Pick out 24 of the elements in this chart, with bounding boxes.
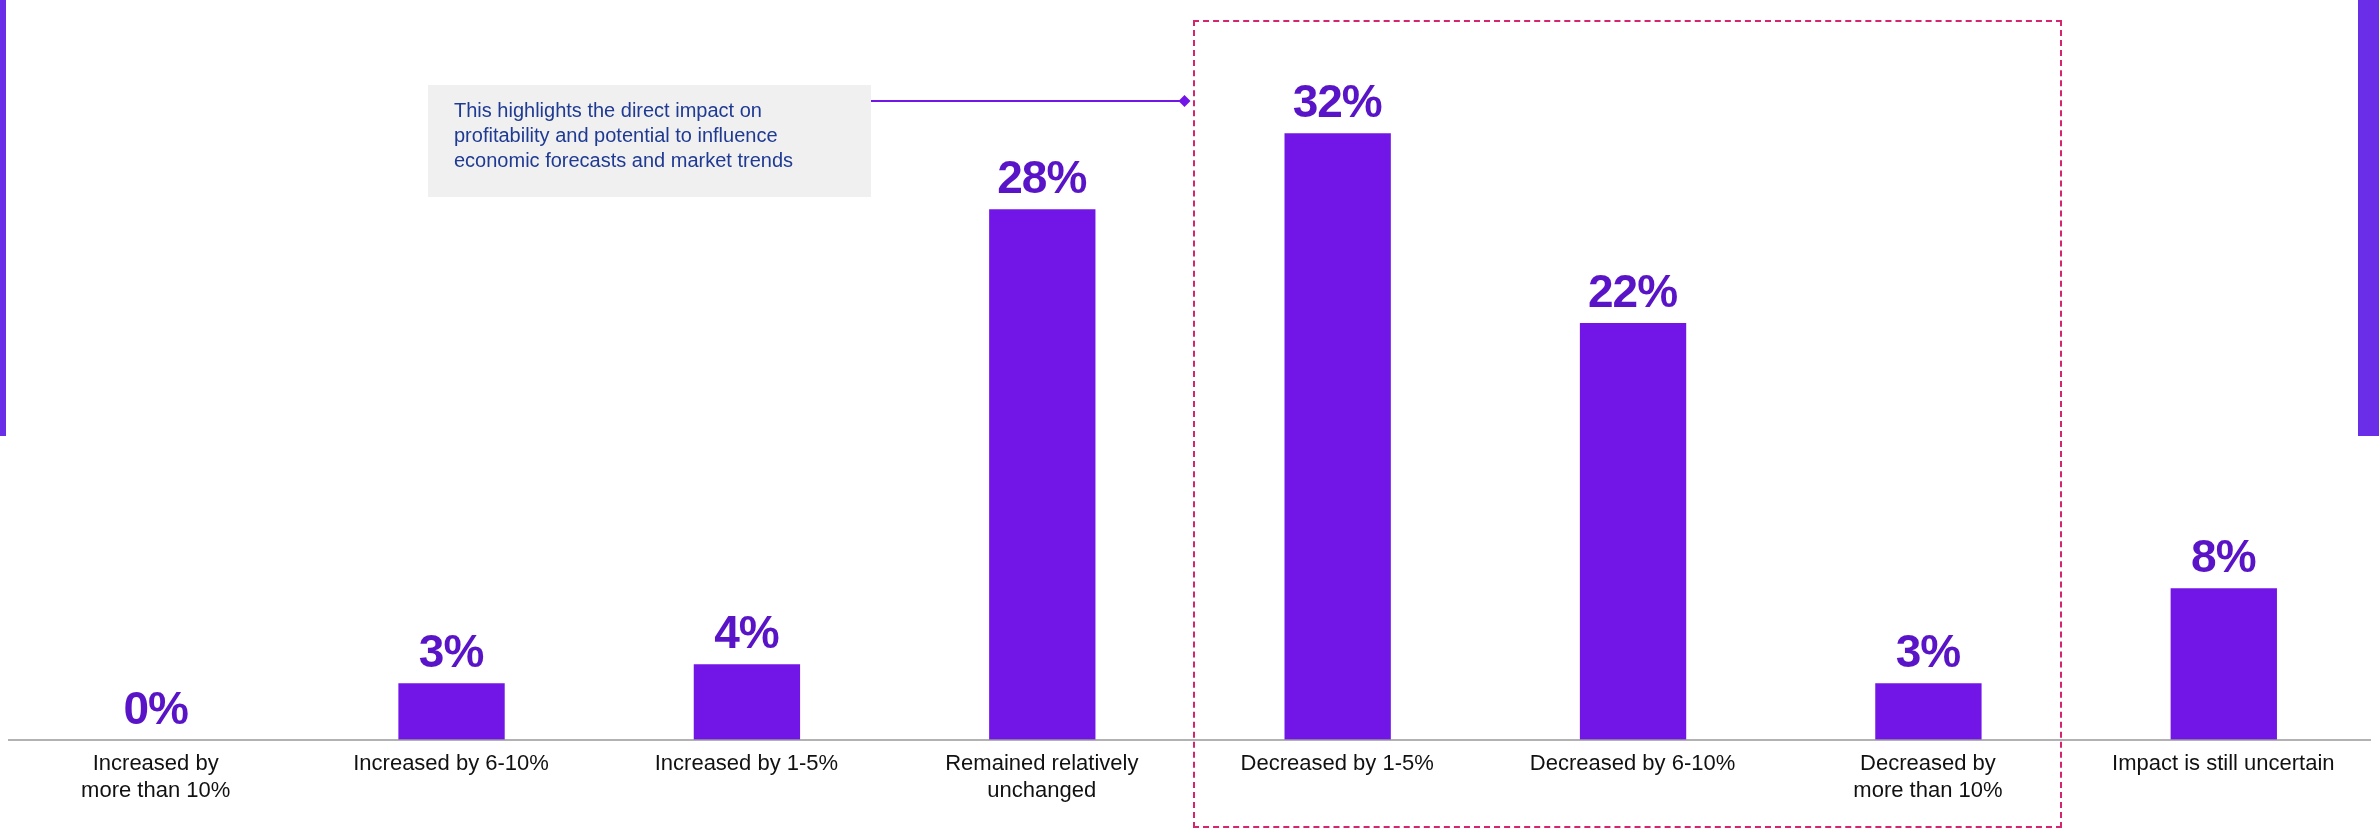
data-label: 8% bbox=[2191, 530, 2256, 583]
data-label: 0% bbox=[123, 682, 189, 734]
bar bbox=[1579, 322, 1687, 740]
x-tick-label: Increased by 1-5% bbox=[654, 750, 839, 775]
x-tick-label: Increased by 6-10% bbox=[353, 750, 549, 775]
x-tick-label: Decreased by more than 10% bbox=[1853, 750, 2003, 802]
x-tick-label: Impact is still uncertain bbox=[2112, 750, 2335, 775]
bar bbox=[989, 209, 1096, 740]
bar bbox=[1284, 133, 1391, 740]
data-label: 3% bbox=[1895, 625, 1961, 678]
bar bbox=[2170, 588, 2277, 740]
x-tick-label: Remained relatively unchanged bbox=[945, 750, 1139, 802]
data-label: 3% bbox=[418, 625, 484, 678]
x-tick-label: Decreased by 1-5% bbox=[1240, 750, 1434, 775]
data-label: 32% bbox=[1292, 75, 1382, 128]
x-tick-label: Increased by more than 10% bbox=[81, 750, 231, 802]
data-label: 4% bbox=[714, 606, 779, 659]
bar bbox=[398, 683, 505, 740]
x-tick-label: Decreased by 6-10% bbox=[1529, 750, 1736, 775]
data-label: 28% bbox=[997, 151, 1087, 204]
bar bbox=[693, 664, 801, 740]
annotation: This highlights the direct impact on profitability and potential to influence economic forecasts and market trends bbox=[454, 98, 795, 173]
bar bbox=[1875, 683, 1982, 740]
data-label: 22% bbox=[1588, 264, 1678, 317]
